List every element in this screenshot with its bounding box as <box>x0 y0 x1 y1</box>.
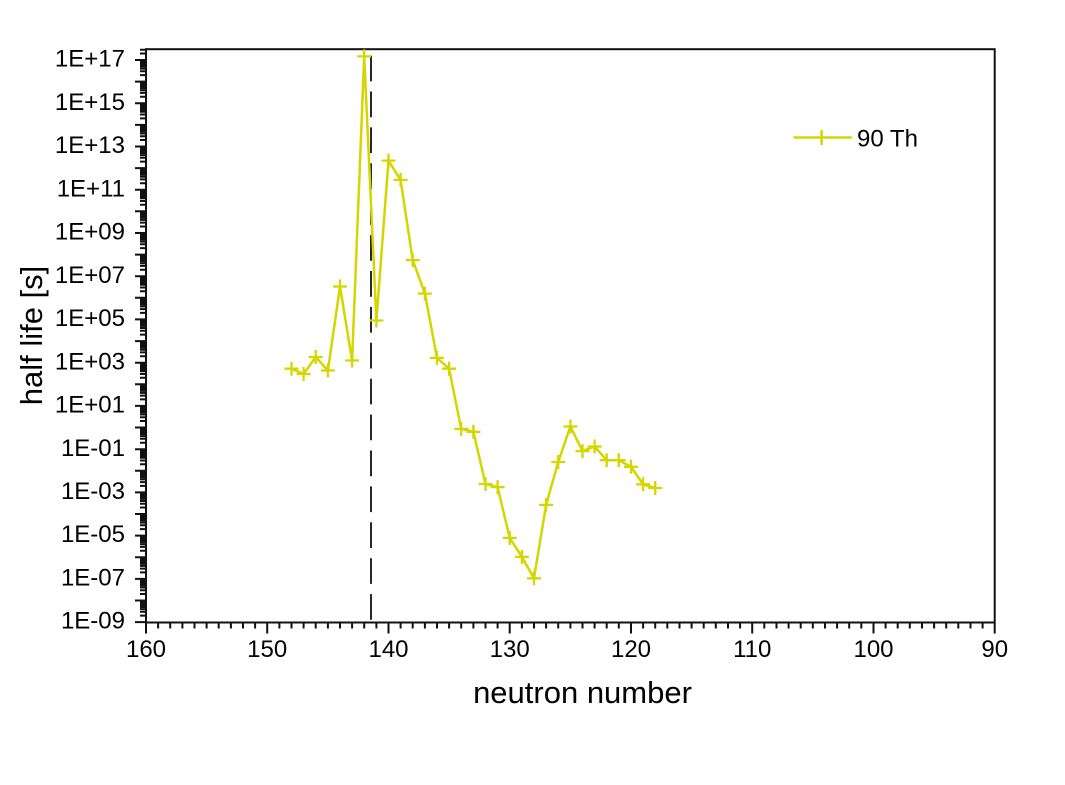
svg-text:130: 130 <box>490 636 530 663</box>
svg-text:1E+15: 1E+15 <box>55 89 125 116</box>
svg-text:1E+05: 1E+05 <box>55 305 125 332</box>
svg-text:160: 160 <box>126 636 166 663</box>
svg-text:1E+17: 1E+17 <box>55 46 125 73</box>
svg-text:1E+13: 1E+13 <box>55 132 125 159</box>
svg-text:1E-09: 1E-09 <box>61 608 125 635</box>
svg-text:1E+11: 1E+11 <box>57 175 125 202</box>
svg-text:neutron number: neutron number <box>473 675 692 710</box>
svg-text:half life [s]: half life [s] <box>14 266 49 406</box>
svg-text:1E+03: 1E+03 <box>55 348 125 375</box>
svg-text:1E+01: 1E+01 <box>55 392 125 419</box>
svg-text:1E+07: 1E+07 <box>55 262 125 289</box>
svg-text:150: 150 <box>247 636 287 663</box>
svg-text:1E-07: 1E-07 <box>61 565 125 592</box>
svg-text:110: 110 <box>733 636 771 663</box>
svg-text:140: 140 <box>368 636 408 663</box>
svg-text:1E-01: 1E-01 <box>61 435 125 462</box>
svg-text:90: 90 <box>981 636 1008 663</box>
svg-text:90 Th: 90 Th <box>857 126 918 153</box>
svg-text:1E-05: 1E-05 <box>61 521 125 548</box>
svg-text:120: 120 <box>611 636 651 663</box>
svg-text:1E+09: 1E+09 <box>55 219 125 246</box>
svg-text:100: 100 <box>853 636 893 663</box>
svg-text:1E-03: 1E-03 <box>61 478 125 505</box>
